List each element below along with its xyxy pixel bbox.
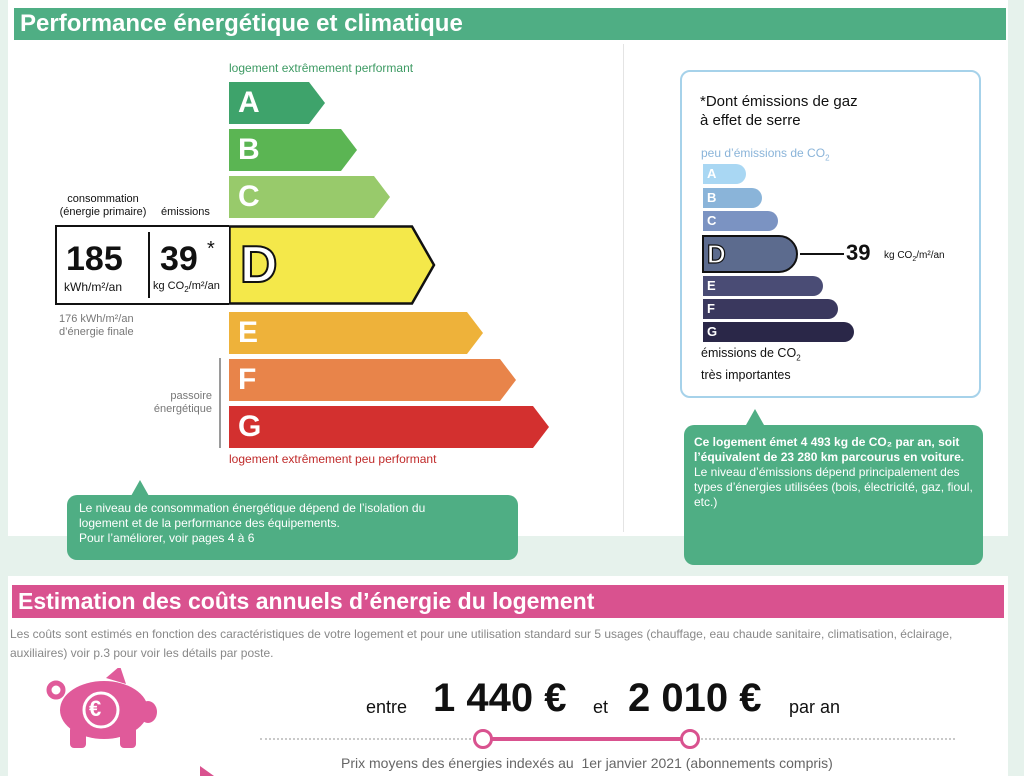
- costs-between: entre: [366, 697, 408, 717]
- energy-class-letter: G: [238, 410, 262, 443]
- ghg-class-letter: C: [707, 213, 717, 228]
- ghg-high-label: émissions de CO2 très importantes: [701, 345, 801, 383]
- ghg-class-letter: F: [707, 301, 715, 316]
- passoire-line1: passoire: [170, 390, 212, 402]
- section-divider: [623, 44, 624, 532]
- ghg-bubble-tail: [746, 409, 764, 425]
- energy-class-b: B: [229, 129, 357, 171]
- ghg-class-b: B: [703, 188, 762, 208]
- costs-per-year: par an: [789, 697, 841, 717]
- ghg-class-e: E: [703, 276, 823, 296]
- ghg-info-normal: Le niveau d’émissions dépend principalem…: [694, 465, 973, 509]
- performance-title: Performance énergétique et climatique: [14, 8, 1006, 40]
- energy-class-d-current: [228, 225, 436, 305]
- ghg-title-line2: à effet de serre: [700, 112, 801, 129]
- ghg-class-d-letter: D: [706, 238, 726, 269]
- ghg-class-letter: E: [707, 278, 716, 293]
- costs-min: 1 440 €: [433, 676, 567, 720]
- ghg-class-letter: B: [707, 190, 717, 205]
- consumption-label-line2: (énergie primaire): [59, 206, 147, 218]
- ghg-class-letter: A: [707, 166, 717, 181]
- ghg-unit: kg CO2/m²/an: [884, 250, 945, 263]
- ghg-unit-prefix: kg CO: [884, 250, 913, 261]
- consumption-info-line2: logement et de la performance des équipe…: [79, 516, 340, 530]
- energy-class-g: G: [229, 406, 549, 448]
- ghg-value: 39: [846, 240, 871, 265]
- ghg-value-connector: [800, 253, 844, 255]
- passoire-line2: énergétique: [153, 403, 212, 415]
- ghg-low-label: peu d’émissions de CO2: [701, 146, 830, 162]
- cost-range-max-dot: [680, 729, 700, 749]
- consumption-info-bubble: Le niveau de consommation énergétique dé…: [67, 495, 518, 560]
- energy-class-d-letter: D: [239, 235, 279, 295]
- measurement-box: [55, 225, 229, 305]
- consumption-info-line1: Le niveau de consommation énergétique dé…: [79, 501, 426, 515]
- consumption-value: 185: [66, 240, 123, 278]
- costs-and: et: [593, 697, 609, 717]
- energy-class-f: F: [229, 359, 516, 401]
- ghg-class-f: F: [703, 299, 838, 319]
- euro-symbol: €: [89, 696, 102, 721]
- energy-class-letter: B: [238, 133, 260, 166]
- cost-range-bar: [483, 737, 690, 741]
- consumption-info-line3: Pour l’améliorer, voir pages 4 à 6: [79, 531, 255, 545]
- passoire-label: passoire énergétique: [130, 390, 212, 416]
- costs-title: Estimation des coûts annuels d’énergie d…: [12, 585, 1004, 618]
- ghg-unit-sub: 2: [912, 256, 917, 263]
- ghg-high-label-text: émissions de CO: [701, 346, 797, 360]
- energy-class-letter: E: [238, 316, 259, 349]
- emissions-asterisk: *: [207, 238, 215, 260]
- energy-class-letter: C: [238, 180, 260, 213]
- ghg-class-d-current: [702, 235, 798, 273]
- ghg-class-g: G: [703, 322, 854, 342]
- ghg-high-label-line2: très importantes: [701, 367, 791, 382]
- bottom-scale-label: logement extrêmement peu performant: [229, 452, 437, 466]
- costs-max: 2 010 €: [628, 676, 762, 720]
- final-energy-value: 176 kWh/m²/an: [59, 313, 134, 325]
- top-scale-label: logement extrêmement performant: [229, 61, 414, 75]
- next-arrow-icon: [200, 766, 214, 776]
- consumption-unit: kWh/m²/an: [64, 280, 123, 294]
- emissions-unit-prefix: kg CO: [153, 280, 185, 292]
- emissions-unit-suffix: /m²/an: [188, 280, 220, 292]
- energy-class-c: C: [229, 176, 390, 218]
- ghg-info-bold: Ce logement émet 4 493 kg de CO₂ par an,…: [694, 435, 965, 464]
- emissions-value: 39: [160, 240, 198, 278]
- ghg-low-label-text: peu d’émissions de CO: [701, 146, 826, 160]
- ghg-title: *Dont émissions de gaz à effet de serre: [700, 92, 858, 130]
- ghg-unit-suffix: /m²/an: [916, 250, 945, 261]
- info-bubble-tail: [131, 480, 149, 496]
- passoire-bracket: [219, 358, 221, 448]
- emissions-unit: kg CO2/m²/an: [153, 280, 220, 294]
- costs-footnote: Prix moyens des énergies indexés au 1er …: [341, 755, 833, 771]
- piggy-bank-icon: [46, 668, 157, 748]
- ghg-box: [680, 70, 981, 398]
- energy-class-letter: A: [238, 86, 260, 119]
- cost-range-min-dot: [473, 729, 493, 749]
- measurement-separator: [148, 232, 150, 298]
- emissions-label: émissions: [161, 206, 210, 218]
- consumption-label-line1: consommation: [67, 193, 139, 205]
- ghg-info-bubble: Ce logement émet 4 493 kg de CO₂ par an,…: [684, 425, 983, 565]
- ghg-class-c: C: [703, 211, 778, 231]
- ghg-class-letter: G: [707, 324, 718, 339]
- energy-class-letter: F: [238, 363, 257, 396]
- ghg-low-label-sub: 2: [825, 153, 830, 163]
- ghg-high-label-sub: 2: [796, 353, 801, 363]
- ghg-class-a: A: [703, 164, 746, 184]
- consumption-label: consommation (énergie primaire): [48, 193, 158, 219]
- energy-class-e: E: [229, 312, 483, 354]
- costs-description: Les coûts sont estimés en fonction des c…: [10, 627, 953, 660]
- final-energy-note: 176 kWh/m²/an d’énergie finale: [59, 313, 134, 339]
- energy-class-a: A: [229, 82, 325, 124]
- final-energy-label: d’énergie finale: [59, 326, 134, 338]
- ghg-title-line1: *Dont émissions de gaz: [700, 93, 858, 110]
- emissions-unit-sub: 2: [184, 285, 189, 295]
